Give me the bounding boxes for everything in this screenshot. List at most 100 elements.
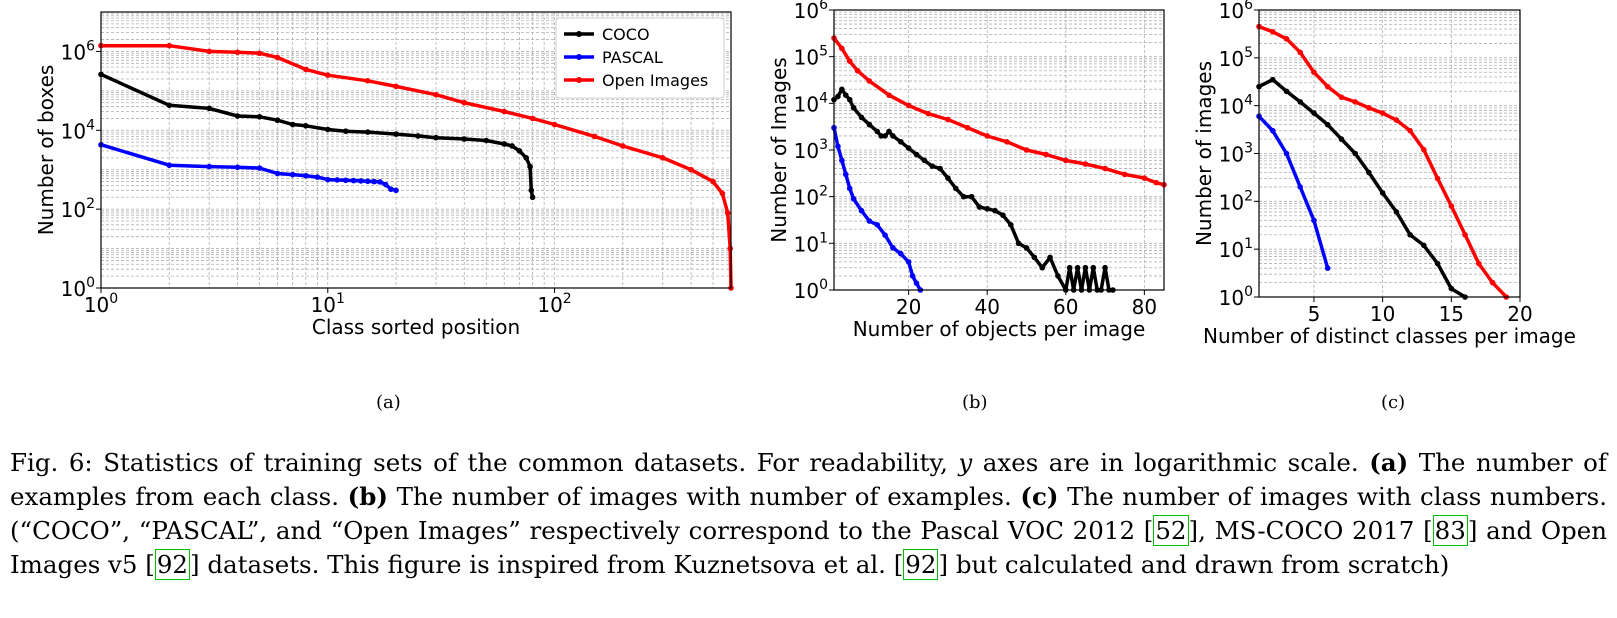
- caption-c-text: The number of images with class numbers.…: [10, 482, 1608, 545]
- series-line-open-images: [832, 37, 1165, 187]
- data-point: [937, 165, 943, 172]
- data-point: [858, 207, 865, 214]
- data-point: [256, 50, 263, 57]
- data-point: [1102, 264, 1108, 271]
- data-point: [842, 92, 849, 98]
- data-point: [909, 273, 916, 279]
- data-point: [256, 113, 263, 120]
- x-tick-label: 10: [1370, 302, 1395, 326]
- data-point: [393, 131, 399, 137]
- data-point: [1074, 264, 1081, 271]
- data-point: [1090, 264, 1097, 271]
- data-point: [509, 143, 515, 149]
- data-point: [921, 157, 928, 164]
- data-point: [1393, 117, 1400, 123]
- data-point: [968, 193, 975, 200]
- data-point: [976, 204, 983, 210]
- data-point: [1311, 110, 1317, 116]
- y-tick-label: 104: [794, 90, 828, 116]
- data-point: [1379, 190, 1386, 196]
- caption-b-text: The number of images with number of exam…: [396, 482, 1012, 511]
- grid: [100, 12, 732, 289]
- data-point: [334, 177, 340, 183]
- citation-link[interactable]: 83: [1432, 515, 1468, 546]
- panel-label-c: (c): [1381, 392, 1406, 413]
- data-point: [960, 193, 967, 200]
- data-point: [1311, 69, 1317, 76]
- data-point: [206, 48, 212, 55]
- data-point: [913, 280, 920, 286]
- x-axis-label: Number of distinct classes per image: [1203, 324, 1576, 348]
- data-point: [1297, 184, 1304, 190]
- grid: [834, 10, 1164, 291]
- legend-label: PASCAL: [602, 48, 663, 67]
- y-tick-label: 103: [1219, 141, 1253, 167]
- data-point: [1121, 171, 1128, 178]
- data-point: [1153, 179, 1159, 186]
- data-point: [858, 114, 865, 121]
- data-point: [377, 179, 383, 185]
- data-point: [866, 218, 873, 224]
- data-point: [1379, 110, 1386, 116]
- citation-link[interactable]: 92: [903, 549, 939, 580]
- data-point: [905, 259, 912, 265]
- x-tick-label: 101: [311, 291, 345, 317]
- legend-marker: [576, 77, 582, 83]
- data-point: [234, 49, 241, 56]
- data-point: [984, 133, 991, 139]
- data-point: [461, 136, 468, 142]
- data-point: [1283, 88, 1290, 95]
- data-point: [289, 121, 296, 128]
- data-point: [945, 116, 951, 123]
- data-point: [1434, 175, 1441, 182]
- data-point: [1269, 127, 1276, 134]
- data-point: [324, 176, 331, 183]
- y-tick-label: 100: [1219, 284, 1253, 310]
- data-point: [839, 157, 845, 164]
- series-line-coco: [1258, 77, 1467, 299]
- data-point: [1338, 94, 1345, 101]
- data-point: [358, 178, 364, 184]
- data-point: [1283, 35, 1290, 42]
- panel-label-b: (b): [962, 392, 988, 413]
- y-tick-label: 106: [1219, 0, 1253, 23]
- data-point: [952, 185, 959, 192]
- panel-label-a: (a): [376, 392, 401, 413]
- data-point: [724, 210, 731, 216]
- caption-c-label: (c): [1020, 482, 1059, 511]
- data-point: [688, 166, 694, 173]
- data-point: [302, 173, 309, 179]
- data-point: [846, 185, 853, 192]
- x-axis-label: Number of objects per image: [853, 317, 1146, 341]
- data-point: [1407, 231, 1413, 238]
- data-point: [1421, 242, 1427, 249]
- data-point: [925, 110, 932, 117]
- data-point: [1448, 285, 1455, 292]
- citation-link[interactable]: 92: [154, 549, 191, 580]
- data-point: [913, 151, 920, 158]
- data-point: [1039, 264, 1046, 271]
- citation-link[interactable]: 52: [1153, 515, 1189, 546]
- data-point: [905, 145, 912, 151]
- data-point: [846, 96, 853, 103]
- data-point: [905, 102, 912, 109]
- data-point: [882, 133, 888, 139]
- data-point: [1338, 136, 1345, 142]
- chart-a: 100 102 104 106 100 101 102 Class sorted positi…: [34, 11, 734, 339]
- data-point: [324, 126, 331, 133]
- data-point: [1462, 231, 1468, 238]
- data-point: [1283, 150, 1290, 157]
- data-point: [659, 155, 666, 161]
- data-point: [945, 175, 951, 181]
- y-tick-label: 104: [61, 117, 95, 143]
- data-point: [206, 163, 212, 170]
- caption-text: ] datasets. This figure is inspired from…: [190, 550, 904, 579]
- data-point: [854, 67, 861, 74]
- data-point: [1352, 99, 1358, 105]
- y-tick-label: 105: [1219, 45, 1253, 71]
- y-tick-label: 106: [794, 0, 828, 23]
- data-point: [501, 141, 508, 147]
- data-point: [393, 187, 399, 194]
- data-point: [382, 181, 389, 188]
- data-point: [1297, 99, 1304, 105]
